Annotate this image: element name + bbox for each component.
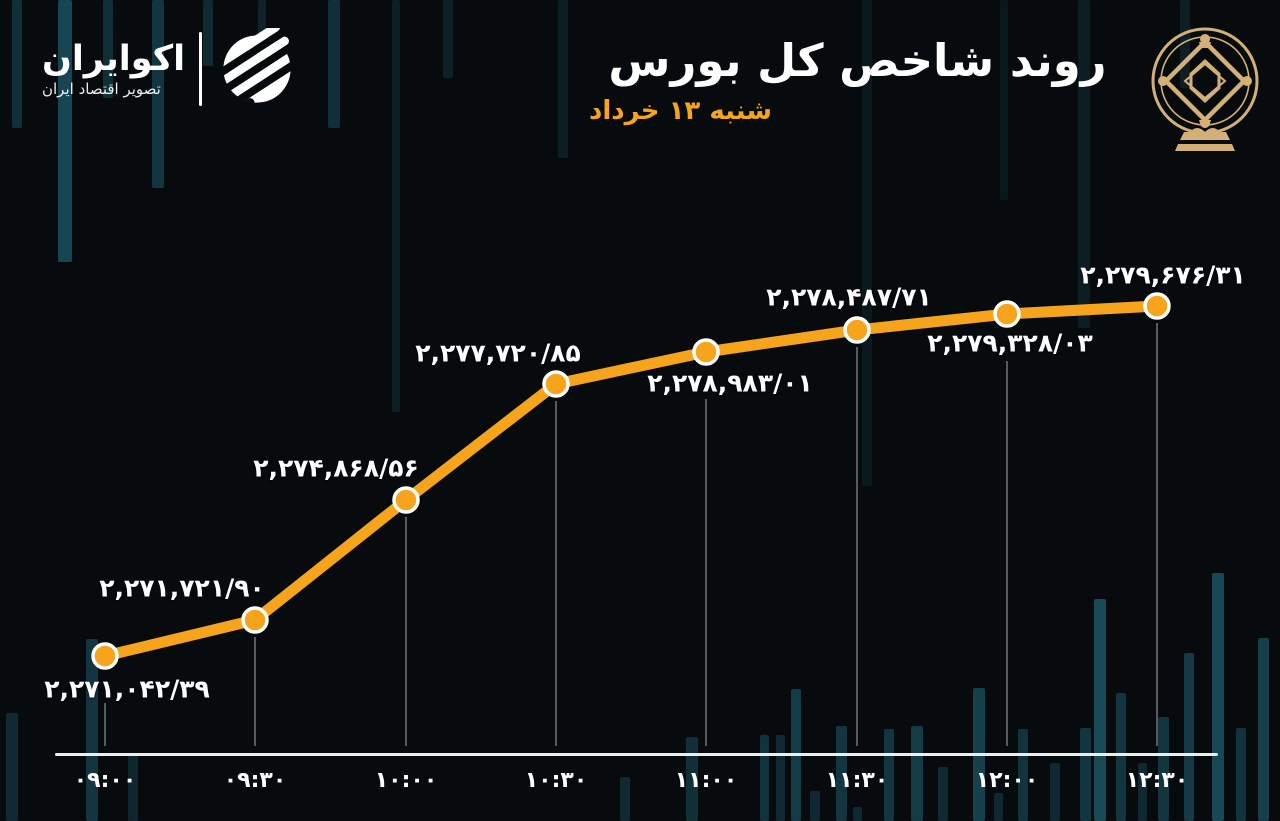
x-axis-tick-label: ۱۲:۰۰: [975, 768, 1039, 793]
candlestick-bar: [776, 735, 785, 821]
candlestick-bar: [1080, 728, 1091, 821]
point-value-label: ۲,۲۷۷,۷۲۰/۸۵: [415, 338, 581, 368]
candlestick-bar: [1258, 638, 1269, 821]
candlestick-bar: [328, 0, 340, 128]
candlestick-bar: [1158, 717, 1169, 821]
index-trend-line: [99, 300, 1163, 662]
bourse-logo-icon: [1151, 27, 1259, 151]
candlestick-bar: [1116, 693, 1126, 821]
candlestick-bar: [994, 793, 1003, 821]
brand-tagline: تصویر اقتصاد ایران: [42, 80, 161, 99]
chart-date: شنبه ۱۳ خرداد: [589, 96, 772, 126]
x-axis-tick-label: ۱۰:۰۰: [374, 768, 438, 793]
data-point-marker: [91, 642, 119, 670]
candlestick-bar: [6, 713, 18, 821]
candlestick-bar: [1212, 573, 1224, 821]
data-point-marker: [692, 338, 720, 366]
data-point-marker: [241, 606, 269, 634]
point-value-label: ۲,۲۷۸,۹۸۳/۰۱: [647, 368, 813, 398]
data-point-marker: [542, 370, 570, 398]
ecoiran-brand-text: اکوایران تصویر اقتصاد ایران: [42, 40, 185, 99]
candlestick-bar: [443, 0, 453, 78]
candlestick-bar: [128, 755, 138, 821]
point-value-label: ۲,۲۷۴,۸۶۸/۵۶: [253, 453, 419, 483]
x-axis-tick-label: ۱۱:۰۰: [674, 768, 738, 793]
candlestick-bar: [392, 0, 400, 412]
candlestick-bar: [1138, 763, 1147, 821]
x-axis-line: [55, 753, 1218, 756]
candlestick-bar: [1094, 599, 1106, 821]
candlestick-bar: [836, 726, 847, 821]
candlestick-bar: [258, 0, 266, 40]
data-point-marker: [1143, 292, 1171, 320]
candlestick-bar: [152, 0, 164, 188]
data-point-marker: [392, 486, 420, 514]
candlestick-bar: [911, 726, 923, 821]
candlestick-bar: [686, 737, 698, 821]
candlestick-bar: [1000, 0, 1008, 200]
candlestick-bar: [58, 0, 72, 262]
candlestick-bar: [862, 0, 872, 486]
data-point-marker: [843, 316, 871, 344]
candlestick-bar: [86, 639, 98, 821]
x-axis-tick-label: ۱۰:۳۰: [524, 768, 588, 793]
candlestick-bar: [558, 0, 568, 158]
candlestick-bar: [938, 767, 948, 821]
x-axis-tick-label: ۱۱:۳۰: [825, 768, 889, 793]
chart-title: روند شاخص کل بورس: [608, 34, 1107, 87]
ecoiran-brand: اکوایران تصویر اقتصاد ایران: [42, 28, 299, 110]
x-axis-tick-label: ۰۹:۰۰: [73, 768, 137, 793]
candlestick-bar: [810, 791, 820, 821]
ecoiran-wing-icon: [216, 28, 299, 110]
point-value-label: ۲,۲۷۹,۳۲۸/۰۳: [927, 328, 1093, 358]
candlestick-bar: [1236, 728, 1246, 821]
candlestick-bar: [1078, 0, 1090, 328]
candlestick-bar: [620, 777, 630, 821]
candlestick-bar: [103, 0, 113, 98]
candlestick-bar: [853, 807, 862, 821]
point-value-label: ۲,۲۷۱,۰۴۲/۳۹: [44, 674, 210, 704]
candlestick-bar: [12, 0, 22, 128]
candlestick-bar: [1050, 763, 1060, 821]
data-point-marker: [993, 300, 1021, 328]
point-value-label: ۲,۲۷۹,۶۷۶/۳۱: [1080, 260, 1246, 290]
point-value-label: ۲,۲۷۱,۷۲۱/۹۰: [99, 573, 265, 603]
x-axis-tick-label: ۱۲:۳۰: [1125, 768, 1189, 793]
brand-divider: [199, 32, 203, 106]
brand-name: اکوایران: [42, 38, 186, 79]
candlestick-bar: [203, 0, 213, 66]
x-axis-tick-label: ۰۹:۳۰: [223, 768, 287, 793]
candlestick-bar: [884, 729, 894, 821]
candlestick-bar: [1018, 729, 1028, 821]
candlestick-bar: [760, 735, 769, 821]
candlestick-bar: [1180, 0, 1190, 88]
candlestick-bar: [1184, 653, 1194, 821]
title-block: روند شاخص کل بورس شنبه ۱۳ خرداد: [585, 34, 1130, 126]
point-value-label: ۲,۲۷۸,۴۸۷/۷۱: [766, 282, 932, 312]
